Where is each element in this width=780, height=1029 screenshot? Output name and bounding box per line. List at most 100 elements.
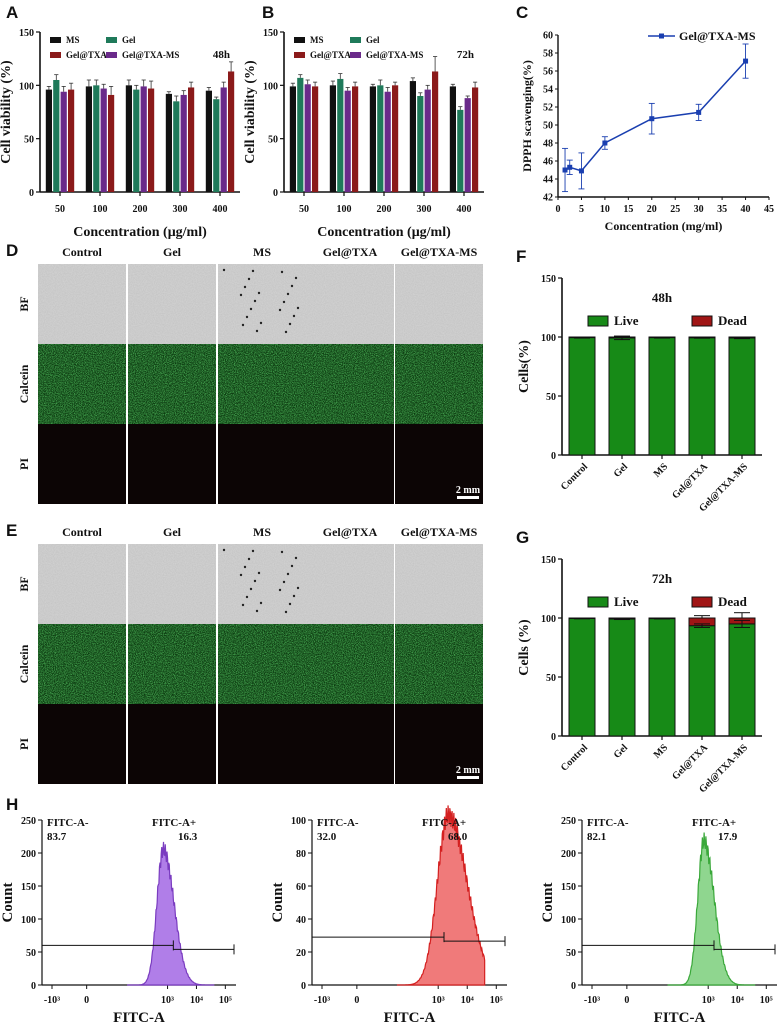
- x-tick-label: 10⁴: [461, 995, 474, 1006]
- particle: [259, 601, 263, 605]
- panel-d: D Control Gel MS Gel@TXA Gel@TXA-MS BF Calcein P…: [6, 241, 483, 504]
- bar-gel: [377, 85, 384, 192]
- bar-gel: [53, 80, 60, 192]
- y-tick-label: 44: [543, 175, 553, 186]
- particle: [251, 549, 255, 553]
- x-axis-label: FITC-A: [654, 1010, 706, 1026]
- micrograph-pi: [306, 704, 394, 784]
- bar-gel-txa: [312, 86, 319, 192]
- micrograph-texture: [128, 624, 216, 704]
- panel-label: F: [516, 247, 526, 266]
- micrograph-texture: [128, 264, 216, 344]
- bar-live: [648, 618, 676, 737]
- y-tick-label: 250: [21, 816, 36, 827]
- x-axis-label: Concentration (μg/ml): [73, 225, 207, 240]
- row-label: Calcein: [17, 644, 31, 683]
- particle: [255, 329, 259, 333]
- y-tick-label: 80: [296, 849, 306, 860]
- micrograph-texture: [395, 344, 483, 424]
- data-point: [567, 164, 573, 170]
- y-tick-label: 100: [21, 915, 36, 926]
- y-tick-label: 54: [543, 85, 553, 96]
- panel-a: A 0 50 100 150 50 100 200 300 400 MS Gel Gel@TXA Gel@…: [0, 3, 240, 240]
- bar-gel-txa-ms: [304, 84, 311, 192]
- particle: [247, 557, 251, 561]
- gate-left-label: FITC-A-: [317, 817, 359, 829]
- particle: [284, 610, 288, 614]
- particle: [290, 564, 294, 568]
- data-point: [743, 58, 749, 64]
- bar-ms: [45, 89, 52, 192]
- x-tick-label: 100: [93, 204, 108, 215]
- particle: [255, 609, 259, 613]
- x-tick-label: 10⁴: [731, 995, 744, 1006]
- y-tick-label: 40: [296, 915, 306, 926]
- y-tick-label: 50: [26, 948, 36, 959]
- legend-label: Dead: [718, 594, 748, 609]
- y-axis-label: Count: [0, 882, 16, 922]
- bar-live: [648, 337, 676, 456]
- column-label: MS: [253, 525, 271, 539]
- micrograph-pi: [38, 704, 126, 784]
- micrograph-texture: [38, 344, 126, 424]
- legend-swatch: [106, 37, 117, 43]
- bar-live: [688, 625, 716, 737]
- gate-right-label: FITC-A+: [692, 817, 736, 829]
- bar-live: [608, 337, 636, 456]
- y-tick-label: 150: [263, 28, 278, 39]
- x-tick-label: 0: [556, 204, 561, 215]
- y-tick-label: 56: [543, 67, 553, 78]
- x-tick-label: 10⁴: [190, 995, 203, 1006]
- particle: [296, 306, 300, 310]
- legend-swatch: [587, 315, 609, 327]
- y-tick-label: 58: [543, 49, 553, 60]
- x-tick-label: 10³: [161, 995, 174, 1006]
- x-axis-label: Concentration (mg/ml): [605, 219, 723, 233]
- particle: [253, 579, 257, 583]
- y-tick-label: 0: [301, 981, 306, 992]
- x-tick-label: 40: [741, 204, 751, 215]
- x-tick-label: 20: [647, 204, 657, 215]
- particle: [290, 284, 294, 288]
- particle: [288, 602, 292, 606]
- column-label: Gel: [163, 525, 182, 539]
- row-label: BF: [17, 296, 31, 311]
- column-label: MS: [253, 245, 271, 259]
- bar-gel-txa-ms: [100, 88, 107, 192]
- data-point: [696, 109, 702, 115]
- legend-label: Gel@TXA-MS: [679, 29, 756, 43]
- particle: [241, 323, 245, 327]
- x-tick-label: MS: [652, 461, 671, 480]
- micrograph-texture: [395, 624, 483, 704]
- legend-swatch: [50, 52, 61, 58]
- particle: [284, 330, 288, 334]
- gate-right-value: 16.3: [178, 831, 198, 843]
- micrograph-pi: [395, 424, 483, 504]
- x-tick-label: Gel: [612, 461, 631, 480]
- particle: [280, 270, 284, 274]
- bar-gel-txa: [188, 87, 195, 192]
- column-label: Control: [62, 525, 102, 539]
- panel-label: A: [6, 3, 18, 22]
- x-tick-label: 300: [173, 204, 188, 215]
- micrograph-pi: [38, 424, 126, 504]
- micrograph-texture: [306, 544, 394, 624]
- y-tick-label: 0: [551, 451, 556, 462]
- data-point: [578, 168, 584, 174]
- y-tick-label: 46: [543, 157, 553, 168]
- histogram: [127, 841, 215, 986]
- bar-live: [728, 337, 756, 456]
- micrograph-pi: [306, 424, 394, 504]
- particle: [292, 314, 296, 318]
- particle: [296, 586, 300, 590]
- x-tick-label: 200: [377, 204, 392, 215]
- legend-label: Gel@TXA-MS: [122, 50, 179, 60]
- particle: [251, 269, 255, 273]
- micrograph-texture: [218, 624, 306, 704]
- particle: [257, 571, 261, 575]
- particle: [243, 565, 247, 569]
- y-tick-label: 100: [263, 81, 278, 92]
- micrograph-pi: [218, 424, 306, 504]
- particle: [278, 588, 282, 592]
